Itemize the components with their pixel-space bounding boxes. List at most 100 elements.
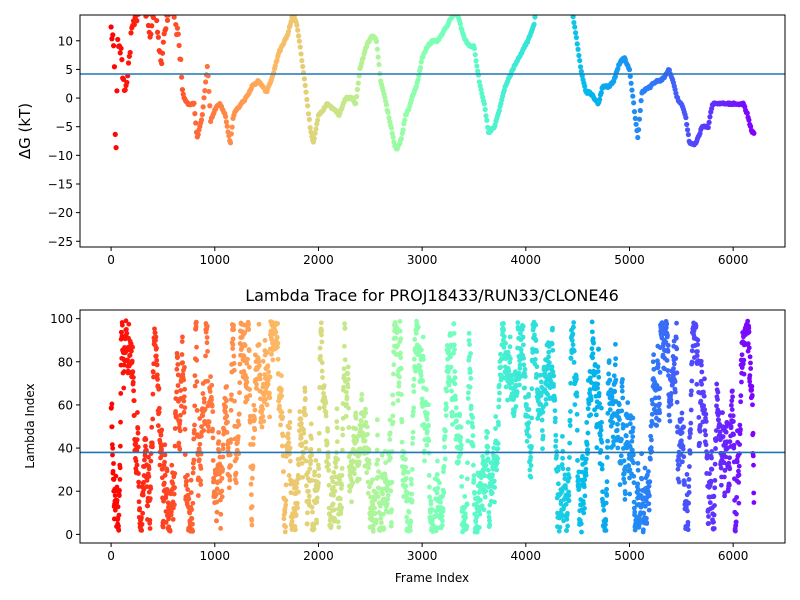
lambda-point	[326, 462, 331, 467]
lambda-point	[220, 466, 226, 472]
lambda-point	[482, 473, 488, 479]
lambda-point	[712, 485, 718, 491]
lambda-point	[191, 465, 196, 471]
lambda-point	[572, 402, 578, 407]
delta-g-point	[415, 77, 421, 83]
delta-g-point	[295, 27, 301, 33]
lambda-point	[564, 516, 570, 522]
delta-g-point	[288, 19, 294, 25]
lambda-point	[363, 410, 369, 416]
lambda-point	[353, 415, 359, 421]
lambda-point	[308, 458, 314, 464]
delta-g-point	[630, 93, 636, 99]
lambda-point	[154, 362, 160, 368]
lambda-point	[200, 413, 206, 419]
lambda-point	[280, 433, 286, 439]
lambda-point	[156, 385, 162, 391]
lambda-point	[635, 487, 641, 493]
lambda-point	[403, 483, 409, 489]
lambda-point	[260, 414, 266, 419]
delta-g-point	[577, 57, 583, 64]
delta-g-x-tick-label: 2000	[303, 253, 334, 267]
delta-g-point	[684, 121, 690, 128]
lambda-point	[620, 446, 626, 451]
lambda-point	[468, 351, 473, 356]
lambda-point	[154, 357, 160, 363]
lambda-point	[119, 333, 125, 339]
delta-g-point	[473, 58, 479, 64]
lambda-point	[146, 474, 152, 480]
lambda-point	[597, 432, 603, 438]
delta-g-point	[382, 94, 388, 100]
lambda-point	[680, 446, 686, 452]
lambda-point	[130, 344, 135, 350]
lambda-point	[124, 330, 130, 336]
lambda-point	[440, 508, 446, 514]
lambda-point	[590, 351, 596, 356]
lambda-point	[650, 420, 655, 426]
lambda-point	[186, 496, 192, 502]
lambda-point	[672, 379, 678, 385]
lambda-point	[520, 323, 526, 329]
lambda-point	[442, 434, 448, 439]
lambda-point	[439, 513, 445, 519]
lambda-point	[314, 499, 320, 505]
lambda-point	[275, 344, 280, 350]
lambda-point	[721, 474, 727, 480]
lambda-point	[538, 379, 544, 385]
lambda-point	[699, 369, 705, 375]
lambda-point	[308, 447, 314, 452]
lambda-point	[389, 520, 394, 525]
lambda-point	[613, 377, 619, 383]
lambda-point	[216, 430, 222, 435]
lambda-point	[429, 507, 435, 512]
lambda-point	[581, 501, 586, 507]
lambda-point	[370, 477, 375, 483]
lambda-point	[511, 397, 516, 402]
lambda-point	[163, 520, 169, 525]
lambda-point	[711, 493, 717, 499]
delta-g-point	[134, 18, 140, 24]
lambda-point	[116, 493, 122, 499]
delta-g-x-ticks: 0 1000 2000 3000 4000 5000 6000	[107, 247, 748, 267]
lambda-point	[448, 364, 454, 370]
lambda-point	[526, 391, 532, 397]
lambda-point	[192, 403, 198, 409]
lambda-point	[587, 375, 593, 381]
lambda-point	[142, 457, 147, 463]
lambda-point	[442, 456, 448, 462]
lambda-point	[279, 373, 284, 379]
lambda-point	[734, 511, 739, 517]
lambda-point	[226, 485, 232, 491]
delta-g-point	[315, 117, 321, 123]
lambda-point	[529, 386, 535, 392]
lambda-point	[137, 506, 143, 511]
lambda-point	[527, 467, 533, 473]
lambda-point	[358, 418, 364, 423]
lambda-point	[193, 324, 199, 330]
lambda-point	[127, 352, 133, 358]
lambda-y-tick-label: 0	[65, 528, 73, 542]
lambda-point	[257, 372, 263, 378]
lambda-point	[403, 475, 409, 481]
lambda-point	[318, 353, 323, 359]
lambda-point	[556, 528, 562, 534]
lambda-point	[640, 527, 646, 533]
lambda-point	[410, 409, 416, 415]
lambda-point	[249, 475, 255, 481]
delta-g-point	[386, 115, 392, 121]
lambda-point	[176, 440, 182, 446]
lambda-point	[713, 428, 719, 433]
lambda-point	[169, 462, 175, 468]
lambda-point	[644, 515, 649, 521]
lambda-point	[713, 436, 719, 441]
lambda-point	[511, 413, 517, 419]
lambda-point	[172, 485, 177, 490]
lambda-point	[736, 480, 742, 485]
lambda-point	[635, 467, 641, 473]
lambda-point	[514, 389, 520, 395]
lambda-point	[534, 372, 539, 377]
delta-g-x-tick-label: 0	[107, 253, 115, 267]
lambda-point	[185, 472, 190, 478]
lambda-point	[630, 434, 636, 440]
